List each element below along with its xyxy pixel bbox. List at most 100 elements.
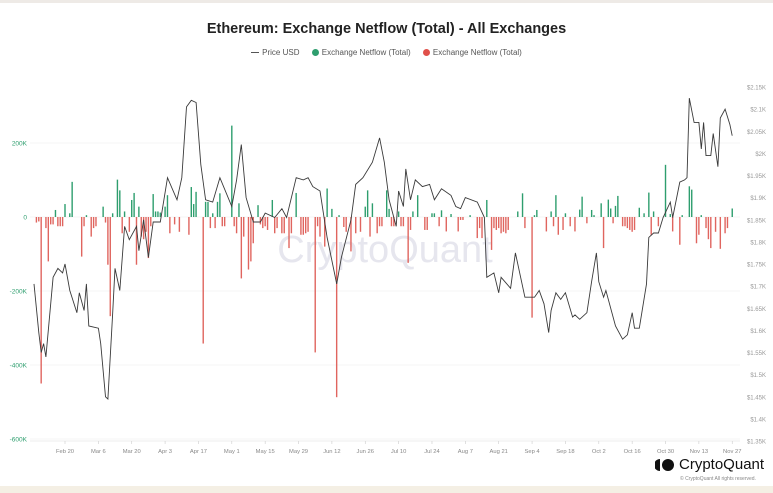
outflow-bar — [57, 217, 59, 227]
watermark: CryptoQuant — [277, 229, 493, 271]
inflow-bar — [152, 194, 154, 217]
outflow-bar — [104, 217, 107, 223]
inflow-bar — [331, 208, 333, 217]
x-axis-tick-label: Nov 13 — [690, 449, 708, 455]
outflow-bar — [259, 217, 262, 225]
outflow-bar — [476, 217, 478, 239]
x-axis-tick-label: Aug 21 — [490, 449, 508, 455]
inflow-bar — [688, 186, 691, 217]
outflow-bar — [381, 217, 383, 227]
x-axis-tick-label: Jul 24 — [424, 449, 440, 455]
inflow-bar — [433, 213, 436, 217]
inflow-bar — [69, 213, 71, 217]
top-border — [0, 0, 773, 3]
legend-item-outflow[interactable]: Exchange Netflow (Total) — [422, 48, 522, 57]
inflow-bar — [610, 208, 612, 217]
outflow-bar — [714, 217, 717, 232]
inflow-bar — [555, 195, 557, 217]
right-axis-tick-label: $2.15K — [747, 86, 766, 92]
x-axis-tick-label: Oct 2 — [592, 449, 606, 455]
outflow-bar — [109, 217, 111, 317]
outflow-bar — [624, 217, 626, 227]
outflow-bar — [274, 217, 276, 234]
outflow-bar — [121, 217, 123, 234]
inflow-bar — [119, 190, 121, 217]
inflow-bar — [207, 201, 209, 217]
legend-item-inflow[interactable]: Exchange Netflow (Total) — [311, 48, 411, 57]
outflow-bar — [671, 217, 674, 232]
outflow-bar — [345, 217, 347, 232]
outflow-bar — [438, 217, 440, 227]
inflow-bar — [550, 211, 552, 217]
left-axis-tick-label: -400K — [10, 363, 28, 370]
inflow-bar — [195, 191, 197, 217]
outflow-bar — [319, 217, 321, 237]
outflow-bar — [402, 217, 405, 227]
outflow-bar — [324, 217, 326, 247]
outflow-bar — [59, 217, 61, 227]
outflow-bar — [250, 217, 252, 262]
outflow-bar — [247, 217, 250, 270]
outflow-bar — [150, 217, 152, 227]
outflow-bar — [445, 217, 447, 232]
outflow-bar — [52, 217, 54, 225]
legend-item-price[interactable]: Price USD — [251, 48, 300, 57]
outflow-bar — [562, 217, 564, 230]
inflow-bar — [614, 205, 617, 217]
outflow-bar — [45, 217, 47, 229]
inflow-bar — [364, 206, 366, 217]
outflow-bar — [490, 217, 493, 250]
x-axis-tick-label: Jun 26 — [357, 449, 374, 455]
outflow-bar — [335, 217, 338, 398]
right-axis-tick-label: $1.75K — [747, 263, 766, 269]
outflow-bar — [552, 217, 555, 227]
right-axis-tick-label: $1.95K — [747, 174, 766, 180]
inflow-bar — [669, 214, 671, 217]
inflow-bar — [271, 199, 274, 217]
inflow-bar — [533, 215, 536, 217]
outflow-bar — [290, 217, 293, 234]
outflow-bar — [343, 217, 345, 227]
cryptoquant-logo-icon — [655, 458, 674, 471]
outflow-bar — [223, 217, 226, 227]
outflow-bar — [409, 217, 412, 230]
outflow-bar — [35, 217, 38, 223]
outflow-bar — [243, 217, 245, 237]
outflow-bar — [50, 217, 52, 225]
legend-label: Price USD — [262, 48, 300, 57]
outflow-bar — [698, 217, 700, 235]
outflow-bar — [378, 217, 381, 227]
inflow-bar — [64, 204, 66, 217]
outflow-bar — [147, 217, 150, 259]
x-axis-tick-label: Aug 7 — [458, 449, 473, 455]
inflow-bar — [700, 215, 702, 217]
inflow-bar — [664, 164, 667, 217]
outflow-bar — [507, 217, 509, 230]
outflow-bar — [83, 217, 85, 227]
outflow-bar — [493, 217, 495, 229]
outflow-bar — [233, 217, 235, 227]
inflow-bar — [164, 206, 166, 217]
right-axis-tick-label: $1.55K — [747, 351, 766, 357]
right-axis-tick-label: $1.35K — [747, 440, 766, 446]
inflow-bar — [295, 192, 297, 217]
inflow-bar — [371, 203, 374, 217]
outflow-bar — [90, 217, 92, 237]
x-axis-tick-label: Nov 27 — [723, 449, 741, 455]
outflow-bar — [107, 217, 109, 265]
cryptoquant-logo: CryptoQuant — [655, 456, 764, 473]
outflow-bar — [283, 217, 285, 234]
outflow-bar — [710, 217, 712, 249]
outflow-bar — [178, 217, 181, 232]
inflow-bar — [521, 193, 524, 217]
x-axis-tick-label: May 15 — [256, 449, 275, 455]
right-axis-tick-label: $1.7K — [750, 285, 766, 291]
inflow-bar — [397, 211, 400, 217]
outflow-bar — [545, 217, 548, 232]
inflow-bar — [517, 211, 519, 217]
outflow-bar — [264, 217, 266, 227]
right-axis-tick-label: $2K — [755, 152, 766, 158]
inflow-bar — [257, 205, 259, 217]
inflow-bar — [133, 192, 135, 217]
outflow-bar — [92, 217, 95, 229]
